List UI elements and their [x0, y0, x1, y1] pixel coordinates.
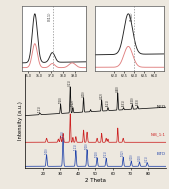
Text: NFO: NFO	[156, 105, 166, 109]
Text: (311): (311)	[145, 155, 149, 162]
Text: (300): (300)	[129, 154, 133, 160]
Text: (220): (220)	[59, 96, 63, 103]
Text: (400): (400)	[82, 90, 86, 97]
Text: (531): (531)	[122, 100, 126, 106]
Text: (200): (200)	[85, 142, 89, 149]
Text: (210): (210)	[95, 150, 99, 157]
Y-axis label: Intensity (a.u.): Intensity (a.u.)	[18, 101, 23, 140]
Text: (110): (110)	[61, 130, 65, 137]
Text: (533): (533)	[136, 98, 140, 105]
Text: (620): (620)	[130, 97, 134, 103]
Text: (422): (422)	[100, 92, 104, 99]
Text: (111): (111)	[38, 105, 42, 112]
Text: (311): (311)	[48, 11, 52, 21]
Text: (440): (440)	[116, 85, 120, 92]
Text: (311): (311)	[68, 79, 72, 86]
Text: N:B_1:1: N:B_1:1	[151, 133, 166, 137]
Text: (310): (310)	[138, 154, 141, 161]
Text: (100): (100)	[45, 147, 49, 154]
X-axis label: 2 Theta: 2 Theta	[85, 178, 106, 183]
Text: (222): (222)	[71, 100, 75, 106]
Text: (440): (440)	[129, 11, 133, 21]
Text: BTO: BTO	[157, 152, 166, 156]
Text: (211): (211)	[104, 151, 108, 157]
Text: (511): (511)	[106, 100, 110, 106]
Text: (111): (111)	[74, 143, 78, 150]
Text: (002): (002)	[121, 150, 125, 156]
